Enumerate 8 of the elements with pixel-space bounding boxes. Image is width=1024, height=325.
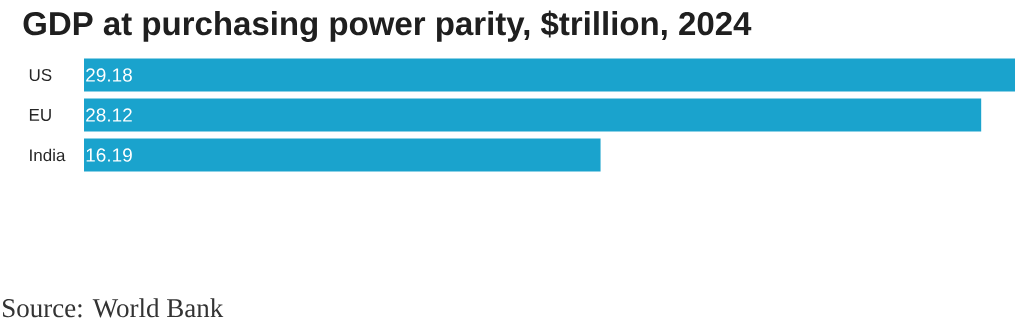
data-label: 16.19 [86,148,132,162]
source-note: Source: World Bank [3,298,224,318]
y-tick-label: US [29,68,52,82]
chart-title: GDP at purchasing power parity, $trillion, 2024 [23,10,752,42]
y-tick-label: EU [29,109,51,121]
data-label: 29.18 [86,68,132,82]
y-tick-label: India [30,148,66,162]
data-label: 28.12 [86,108,132,122]
